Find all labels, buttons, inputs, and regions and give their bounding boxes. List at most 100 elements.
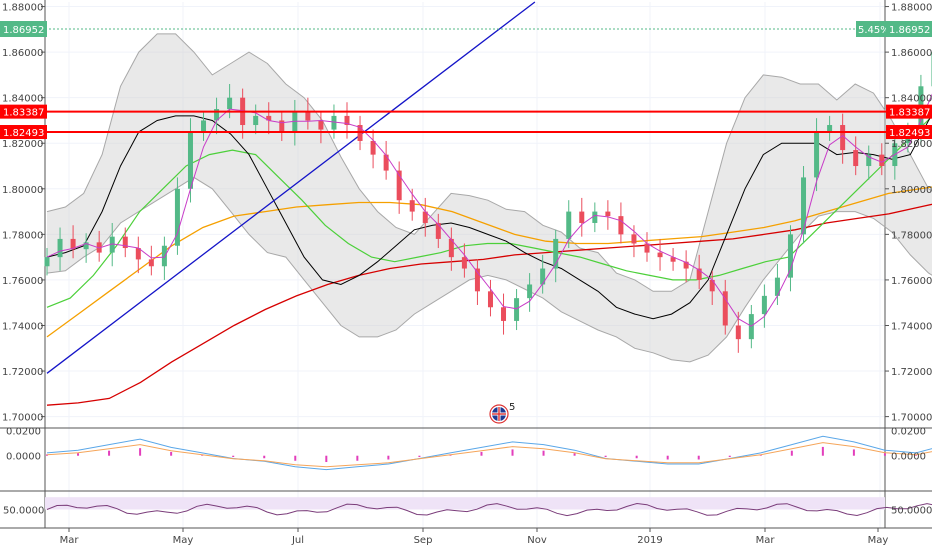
event-count-label: 5 — [509, 402, 515, 413]
last-price-badge-right: 5.45% 1.86952 — [856, 21, 932, 37]
macd-hist-bar — [790, 450, 793, 456]
candle-body — [135, 248, 141, 260]
last-price-label: 1.86952 — [3, 25, 44, 36]
candle-body — [318, 120, 324, 130]
ma-fast-line — [46, 93, 932, 327]
candle-body — [214, 109, 220, 121]
candle-body — [422, 211, 428, 223]
macd-hist-bar — [263, 455, 266, 459]
sr-level-right-badge: 1.83387 — [886, 104, 932, 119]
candle-body — [670, 257, 676, 262]
trendline-segment[interactable] — [46, 1, 536, 374]
candle — [109, 222, 115, 267]
x-tick-label: Jul — [291, 535, 304, 546]
macd-hist-bar — [108, 450, 111, 456]
candle-body — [396, 170, 402, 201]
support-resistance-levels[interactable]: 1.83387 1.83387 1.82493 1.82493 — [0, 104, 932, 140]
candle-body — [435, 222, 441, 239]
y-tick-label-left: 1.84000 — [2, 94, 43, 105]
candle-body — [683, 261, 689, 269]
rsi-band — [45, 497, 885, 510]
uk-flag-icon[interactable]: 5 — [489, 402, 515, 424]
candle-body — [605, 211, 611, 217]
candle-body — [461, 257, 467, 269]
rsi-tick-label-left: 50.0000 — [3, 506, 44, 517]
candle — [631, 225, 637, 258]
candle — [814, 118, 820, 192]
trendline[interactable] — [46, 1, 536, 374]
candle-body — [501, 307, 507, 321]
candle — [201, 111, 207, 141]
candle — [657, 238, 663, 271]
y-tick-label-left: 1.78000 — [2, 230, 43, 241]
macd-hist-bar — [573, 453, 576, 456]
candle-body — [735, 325, 741, 340]
macd-line — [46, 435, 932, 471]
candle — [683, 250, 689, 283]
x-tick-label: Sep — [414, 535, 433, 546]
sr-level-label: 1.82493 — [889, 128, 930, 139]
macd-tick-label-left: 0.0200 — [6, 427, 41, 438]
ma-short-line — [46, 113, 932, 320]
x-tick-label: Nov — [527, 535, 547, 546]
badge-bg — [0, 21, 47, 37]
macd-hist-bar — [418, 455, 421, 457]
candle — [787, 225, 793, 292]
candle-body — [370, 140, 376, 155]
price-badges: 1.86952 5.45% 1.86952 — [0, 21, 932, 37]
badge-bg — [886, 21, 932, 37]
y-tick-label-left: 1.86000 — [2, 48, 43, 59]
candle-body — [879, 154, 885, 167]
candle-body — [148, 259, 154, 267]
y-tick-label: 1.72000 — [891, 367, 932, 378]
change-pct-label: 5.45% — [858, 25, 890, 36]
candle — [618, 202, 624, 244]
candle — [696, 254, 702, 290]
candle — [253, 104, 259, 135]
candle — [318, 111, 324, 144]
macd-hist-bar — [139, 448, 142, 456]
macd-hist-bar — [387, 455, 390, 460]
y-tick-label-left: 1.80000 — [2, 185, 43, 196]
candle-body — [44, 257, 50, 267]
bb-upper-line — [46, 33, 932, 292]
candle — [709, 270, 715, 305]
candle — [83, 233, 89, 263]
candle-body — [709, 279, 715, 292]
time-axis[interactable]: Mar May Jul Sep Nov 2019 Mar May — [60, 528, 889, 546]
candle — [761, 284, 767, 328]
candle — [161, 236, 167, 280]
macd-hist-bar — [232, 455, 235, 457]
macd-tick-label: 0.0000 — [891, 452, 926, 463]
candle-body — [840, 125, 846, 151]
candle — [461, 243, 467, 278]
y-tick-label: 1.70000 — [891, 413, 932, 424]
candle — [501, 293, 507, 335]
sr-badge-bg — [886, 125, 932, 140]
candle — [422, 197, 428, 237]
candle — [396, 161, 402, 214]
macd-hist-bar — [697, 455, 700, 460]
last-price-label: 1.86952 — [889, 25, 930, 36]
candle-body — [801, 177, 807, 235]
candle — [527, 273, 533, 312]
candle-body — [344, 115, 350, 126]
x-tick-label: Mar — [756, 535, 776, 546]
candle-body — [827, 125, 833, 132]
candle-body — [227, 97, 233, 110]
ma-long-line — [46, 186, 932, 338]
candle-body — [566, 211, 572, 239]
x-tick-label: Mar — [60, 535, 80, 546]
x-tick-label: 2019 — [637, 535, 662, 546]
y-tick-label-left: 1.82000 — [2, 139, 43, 150]
candle-body — [187, 131, 193, 189]
candle-body — [774, 277, 780, 296]
candle-body — [592, 211, 598, 223]
candle — [435, 213, 441, 249]
candle-body — [514, 298, 520, 321]
price-axis[interactable]: 1.88000 1.88000 1.86000 1.86000 1.84000 1.840… — [2, 3, 932, 424]
candle-body — [761, 295, 767, 315]
candle — [879, 143, 885, 176]
